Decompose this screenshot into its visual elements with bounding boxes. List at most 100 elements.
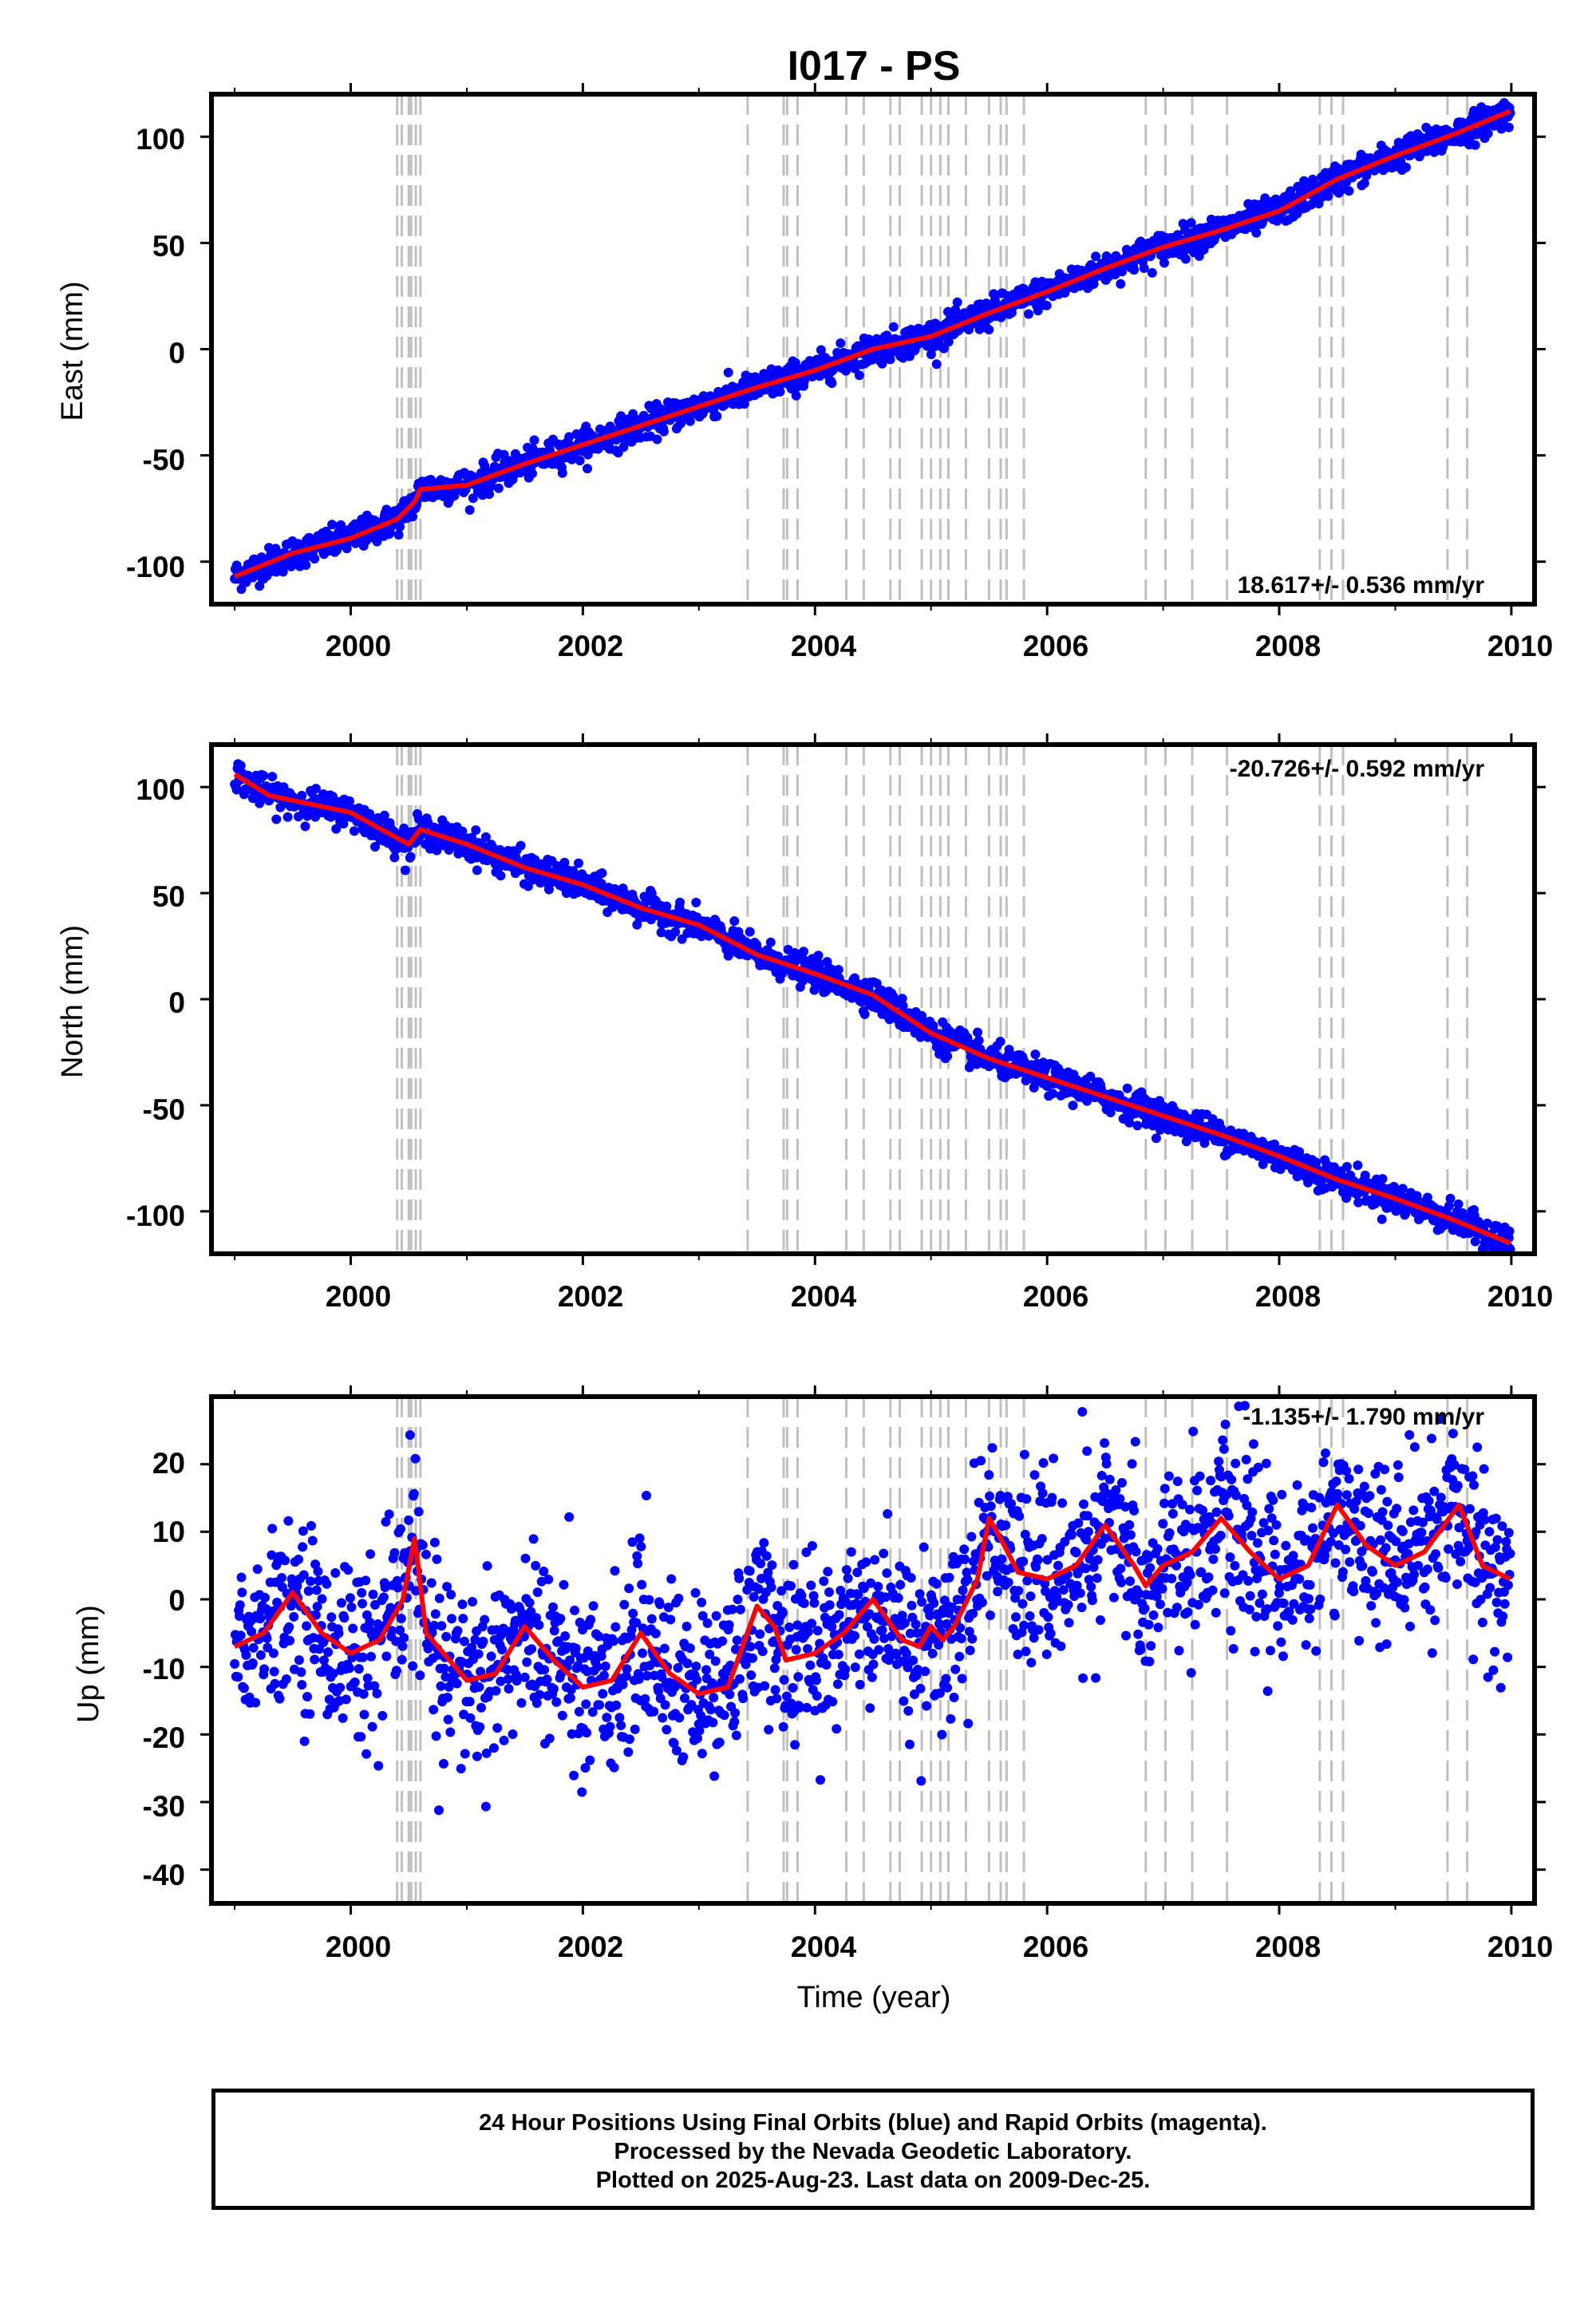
- up-data-point: [489, 1743, 499, 1753]
- up-data-point: [426, 1578, 437, 1588]
- east-data-point: [342, 543, 352, 554]
- up-data-point: [432, 1554, 442, 1564]
- up-data-point: [582, 1728, 592, 1738]
- up-data-point: [852, 1567, 863, 1578]
- up-data-point: [548, 1684, 559, 1694]
- up-data-point: [790, 1740, 800, 1750]
- up-data-point: [719, 1710, 729, 1721]
- up-data-point: [611, 1700, 622, 1710]
- up-data-point: [539, 1567, 549, 1576]
- up-data-point: [793, 1672, 804, 1682]
- up-data-point: [306, 1520, 316, 1531]
- up-data-point: [343, 1565, 354, 1575]
- up-data-point: [636, 1541, 646, 1551]
- up-data-point: [365, 1617, 375, 1627]
- up-data-point: [429, 1620, 440, 1630]
- up-data-point: [391, 1636, 401, 1646]
- up-data-point: [356, 1732, 366, 1742]
- up-data-point: [730, 1708, 741, 1718]
- up-data-point: [714, 1737, 725, 1748]
- east-data-point: [1033, 306, 1043, 316]
- up-data-point: [391, 1666, 401, 1676]
- up-data-point: [823, 1567, 833, 1577]
- up-data-point: [642, 1491, 651, 1500]
- up-data-point: [761, 1551, 772, 1561]
- up-data-point: [696, 1710, 706, 1721]
- up-data-point: [527, 1644, 537, 1654]
- up-data-point: [532, 1587, 543, 1598]
- up-data-point: [586, 1614, 596, 1625]
- north-data-point: [670, 927, 681, 937]
- up-data-point: [452, 1626, 463, 1636]
- up-data-point: [833, 1650, 843, 1660]
- up-data-point: [268, 1648, 279, 1658]
- north-data-point: [662, 901, 672, 911]
- up-data-point: [638, 1648, 647, 1658]
- up-data-point: [828, 1697, 838, 1707]
- up-data-point: [535, 1690, 545, 1700]
- north-data-point: [813, 951, 824, 961]
- north-data-point: [745, 927, 755, 937]
- north-data-point: [972, 1059, 982, 1069]
- up-data-point: [334, 1628, 344, 1638]
- up-data-point: [621, 1671, 631, 1682]
- up-data-point: [674, 1593, 684, 1603]
- up-data-point: [306, 1576, 316, 1587]
- up-data-point: [553, 1636, 563, 1646]
- up-data-point: [658, 1713, 668, 1723]
- north-data-point: [1397, 1184, 1408, 1194]
- east-data-point: [1129, 265, 1140, 275]
- up-data-point: [512, 1676, 522, 1686]
- east-data-point: [1116, 279, 1126, 289]
- east-data-point: [464, 505, 475, 515]
- up-data-point: [354, 1664, 364, 1674]
- north-data-point: [379, 810, 389, 820]
- up-data-point: [628, 1608, 638, 1618]
- east-data-point: [241, 577, 251, 587]
- east-x-tick-label: 2006: [1023, 630, 1088, 662]
- up-data-point: [235, 1630, 246, 1641]
- east-x-tick-label: 2004: [791, 630, 857, 662]
- north-y-tick-label: -100: [126, 1199, 185, 1232]
- north-data-point: [871, 978, 882, 989]
- up-data-point: [299, 1736, 310, 1746]
- up-data-point: [369, 1681, 380, 1691]
- up-data-point: [359, 1709, 369, 1720]
- north-data-point: [1470, 1236, 1480, 1247]
- up-data-point: [742, 1585, 753, 1595]
- up-data-point: [592, 1662, 602, 1672]
- up-data-point: [769, 1663, 780, 1674]
- up-data-point: [735, 1674, 745, 1684]
- up-data-point: [836, 1586, 846, 1595]
- up-data-point: [503, 1674, 513, 1684]
- up-data-point: [565, 1693, 575, 1703]
- north-data-point: [1422, 1192, 1432, 1203]
- up-data-point: [323, 1647, 334, 1658]
- up-data-point: [297, 1680, 307, 1690]
- north-data-point: [1132, 1120, 1143, 1131]
- up-data-point: [709, 1693, 719, 1703]
- up-data-point: [302, 1692, 312, 1701]
- east-data-point: [527, 468, 537, 479]
- north-y-tick-label: -50: [143, 1093, 185, 1126]
- up-data-point: [585, 1755, 595, 1765]
- up-data-point: [341, 1694, 351, 1705]
- up-data-point: [367, 1721, 377, 1732]
- up-data-point: [429, 1537, 440, 1547]
- up-data-point: [262, 1633, 272, 1643]
- up-data-point: [280, 1555, 290, 1566]
- up-data-point: [877, 1625, 887, 1635]
- up-data-point: [587, 1707, 598, 1717]
- up-data-point: [559, 1579, 569, 1590]
- up-data-point: [467, 1642, 477, 1653]
- east-x-tick-label: 2000: [326, 630, 391, 662]
- up-data-point: [330, 1568, 341, 1578]
- up-data-point: [660, 1700, 670, 1710]
- up-data-point: [247, 1658, 258, 1668]
- up-data-point: [544, 1733, 555, 1744]
- north-data-point: [457, 826, 468, 836]
- up-data-point: [634, 1674, 644, 1684]
- north-data-point: [1105, 1108, 1116, 1117]
- up-data-point: [336, 1598, 346, 1608]
- up-data-point: [373, 1761, 384, 1771]
